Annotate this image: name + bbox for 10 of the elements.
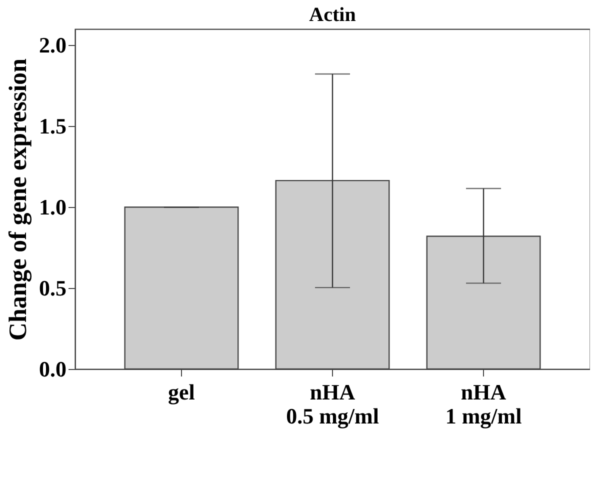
y-tick-label: 0.0 — [39, 356, 66, 382]
y-tick-label: 2.0 — [39, 32, 66, 58]
y-tick-label: 1.0 — [39, 194, 66, 220]
x-tick-label: nHA 1 mg/ml — [445, 380, 522, 428]
x-tick-label: gel — [168, 380, 195, 404]
chart-title: Actin — [309, 4, 356, 26]
y-axis-title: Change of gene expression — [5, 58, 32, 341]
x-tick-label: nHA 0.5 mg/ml — [286, 380, 379, 428]
y-tick-label: 1.5 — [39, 114, 66, 139]
y-tick-label: 0.5 — [39, 276, 66, 301]
